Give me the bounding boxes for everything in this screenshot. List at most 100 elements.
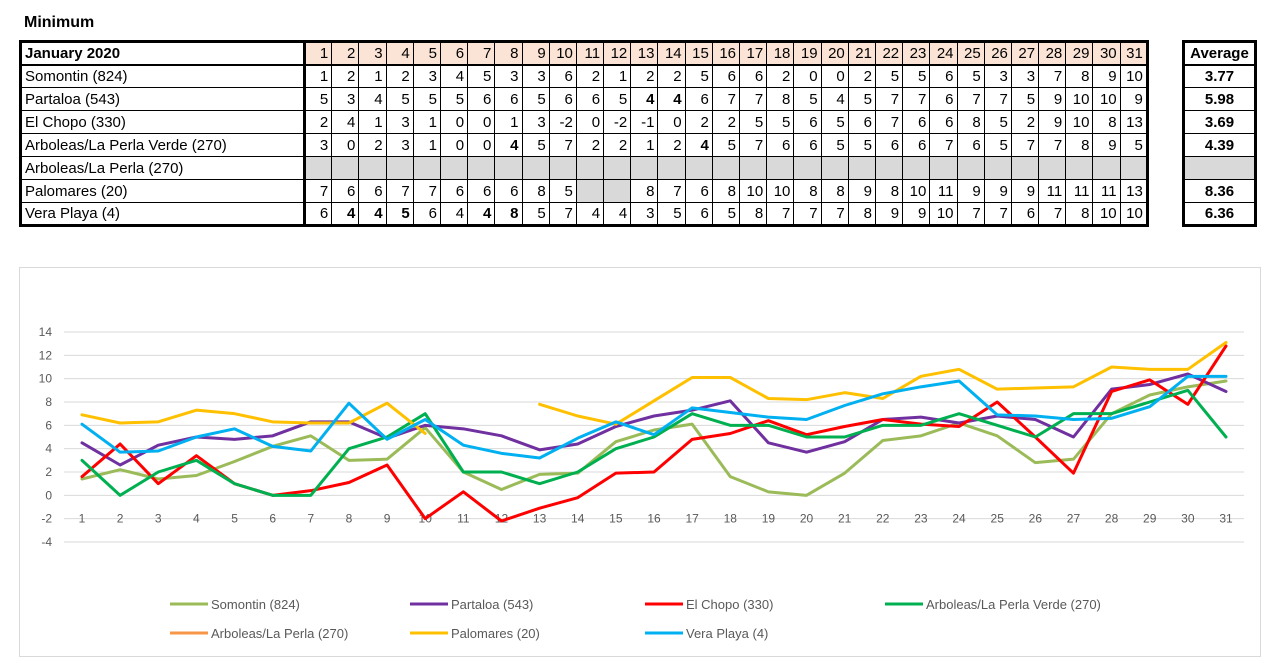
x-tick-label: 14 bbox=[571, 512, 585, 526]
temperature-cell: 1 bbox=[412, 133, 441, 157]
temperature-cell: 5 bbox=[847, 87, 876, 111]
station-name: Vera Playa (4) bbox=[20, 202, 306, 226]
temperature-cell bbox=[684, 156, 713, 180]
day-header: 4 bbox=[385, 41, 414, 66]
temperature-cell: 8 bbox=[820, 179, 849, 203]
temperature-cell: 7 bbox=[711, 87, 741, 111]
table-row: Vera Playa (4) 6 4 4 5 6 4 4 8 5 7 4 4 3 5 6 5 8 7 7 7 8 9 9 10 7… bbox=[20, 202, 1148, 226]
temperature-cell: 9 bbox=[1010, 179, 1040, 203]
temperature-cell: 5 bbox=[983, 110, 1012, 134]
day-header: 24 bbox=[929, 41, 958, 66]
temperature-cell: 7 bbox=[983, 202, 1012, 226]
day-header: 25 bbox=[956, 41, 985, 66]
temperature-cell bbox=[548, 156, 577, 180]
temperature-cell: 7 bbox=[303, 179, 333, 203]
station-name: Somontin (824) bbox=[20, 64, 306, 88]
temperature-cell: 7 bbox=[929, 133, 958, 157]
temperature-cell: 7 bbox=[793, 202, 822, 226]
temperature-cell: 4 bbox=[603, 202, 632, 226]
temperature-cell: 6 bbox=[467, 179, 496, 203]
temperature-cell: 6 bbox=[738, 64, 768, 88]
day-header: 14 bbox=[657, 41, 686, 66]
temperature-cell: 1 bbox=[358, 64, 387, 88]
temperature-cell: 4 bbox=[575, 202, 605, 226]
temperature-cell bbox=[494, 156, 523, 180]
temperature-cell: 5 bbox=[711, 202, 741, 226]
temperature-cell: 2 bbox=[303, 110, 333, 134]
temperature-cell: 6 bbox=[303, 202, 333, 226]
temperature-cell: 2 bbox=[657, 133, 686, 157]
temperature-cell: 9 bbox=[956, 179, 985, 203]
temperature-cell: 5 bbox=[439, 87, 469, 111]
temperature-cell bbox=[874, 156, 904, 180]
temperature-cell: 3 bbox=[521, 64, 550, 88]
temperature-cell: 10 bbox=[1065, 110, 1094, 134]
temperature-cell: 6 bbox=[548, 64, 577, 88]
series-line bbox=[80, 401, 427, 435]
temperature-cell: 2 bbox=[630, 64, 659, 88]
station-name: Partaloa (543) bbox=[20, 87, 306, 111]
day-header: 13 bbox=[630, 41, 659, 66]
temperature-cell: 2 bbox=[684, 110, 713, 134]
temperature-cell: 6 bbox=[331, 179, 360, 203]
temperature-cell: 7 bbox=[874, 87, 904, 111]
temperature-cell: 4 bbox=[331, 110, 360, 134]
temperature-cell: 0 bbox=[331, 133, 360, 157]
y-tick-label: 8 bbox=[45, 395, 52, 409]
temperature-cell: 0 bbox=[467, 133, 496, 157]
page-title: Minimum bbox=[24, 14, 95, 31]
temperature-cell: 6 bbox=[575, 87, 605, 111]
temperature-cell: 5 bbox=[603, 87, 632, 111]
x-tick-label: 8 bbox=[346, 512, 353, 526]
temperature-cell: 3 bbox=[331, 87, 360, 111]
temperature-cell bbox=[902, 156, 931, 180]
temperature-cell: 1 bbox=[412, 110, 441, 134]
temperature-cell: 6 bbox=[467, 87, 496, 111]
temperature-cell: 6 bbox=[793, 133, 822, 157]
day-header: 23 bbox=[902, 41, 931, 66]
x-tick-label: 22 bbox=[876, 512, 890, 526]
temperature-cell: 8 bbox=[874, 179, 904, 203]
table-row: Arboleas/La Perla Verde (270) 3 0 2 3 1 0 0 4 5 7 2… bbox=[20, 133, 1148, 157]
day-header: 5 bbox=[412, 41, 441, 66]
temperature-cell: 9 bbox=[1092, 133, 1121, 157]
temperature-cell: 9 bbox=[1119, 87, 1148, 111]
day-header: 17 bbox=[738, 41, 768, 66]
temperature-cell: 5 bbox=[412, 87, 441, 111]
average-cell: 5.98 bbox=[1183, 87, 1256, 111]
temperature-cell: 5 bbox=[303, 87, 333, 111]
temperature-cell bbox=[766, 156, 795, 180]
temperature-cell bbox=[738, 156, 768, 180]
temperature-cell: 6 bbox=[439, 179, 469, 203]
temperature-cell: 5 bbox=[711, 133, 741, 157]
x-tick-label: 16 bbox=[647, 512, 661, 526]
day-header: 16 bbox=[711, 41, 741, 66]
x-tick-label: 26 bbox=[1029, 512, 1043, 526]
temperature-cell: 5 bbox=[467, 64, 496, 88]
y-tick-label: 10 bbox=[39, 372, 53, 386]
temperature-cell bbox=[603, 156, 632, 180]
temperature-cell: 1 bbox=[603, 64, 632, 88]
temperature-cell: 5 bbox=[548, 179, 577, 203]
temperature-cell: 7 bbox=[766, 202, 795, 226]
temperature-cell: 6 bbox=[902, 110, 931, 134]
table-row: El Chopo (330) 2 4 1 3 1 0 0 1 3 -2 0 -2 -1 0 2 2 5 5 6 5 6 7 6… bbox=[20, 110, 1148, 134]
temperature-cell: 3 bbox=[1010, 64, 1040, 88]
temperature-cell: 10 bbox=[902, 179, 931, 203]
average-cell: 8.36 bbox=[1183, 179, 1256, 203]
temperature-cell: 4 bbox=[358, 87, 387, 111]
temperature-cell: 10 bbox=[738, 179, 768, 203]
y-tick-label: -2 bbox=[41, 512, 52, 526]
x-tick-label: 25 bbox=[991, 512, 1005, 526]
legend-label: El Chopo (330) bbox=[686, 597, 773, 612]
temperature-cell: 9 bbox=[874, 202, 904, 226]
temperature-cell: -1 bbox=[630, 110, 659, 134]
y-tick-label: 14 bbox=[39, 325, 53, 339]
temperature-cell: 5 bbox=[521, 202, 550, 226]
temperature-cell: 10 bbox=[1092, 87, 1121, 111]
temperature-cell: 6 bbox=[766, 133, 795, 157]
temperature-cell bbox=[412, 156, 441, 180]
x-tick-label: 20 bbox=[800, 512, 814, 526]
temperature-cell: 8 bbox=[1092, 110, 1121, 134]
temperature-cell bbox=[331, 156, 360, 180]
